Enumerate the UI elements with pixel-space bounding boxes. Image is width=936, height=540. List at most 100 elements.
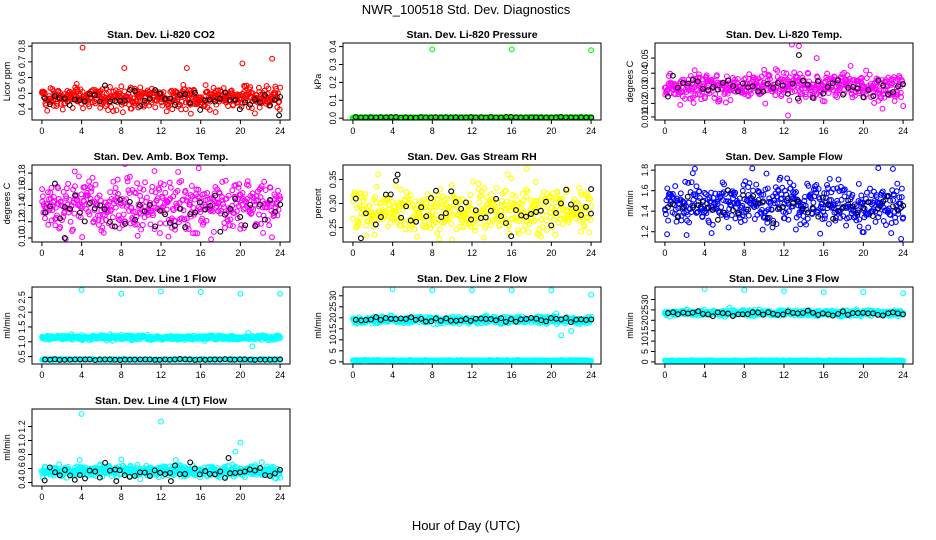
x-tick-label: 16	[196, 370, 206, 380]
data-point	[705, 87, 712, 94]
data-point	[583, 203, 589, 210]
data-point	[81, 98, 88, 105]
data-point	[543, 198, 549, 205]
data-point	[241, 356, 248, 363]
data-point	[44, 107, 51, 114]
data-point	[876, 87, 883, 94]
data-point	[469, 178, 476, 185]
data-point	[866, 71, 873, 78]
x-tick-label: 24	[586, 370, 596, 380]
series-all-samples	[39, 287, 284, 350]
data-point	[437, 226, 443, 233]
panel-3: Stan. Dev. Li-820 Temp.degrees C0 4 8 12 16 2…	[625, 29, 914, 136]
data-point	[69, 104, 76, 111]
panel-title: Stan. Dev. Li-820 CO2	[107, 29, 215, 41]
data-point	[235, 202, 242, 209]
data-point	[97, 202, 104, 209]
data-point	[553, 210, 559, 216]
data-point	[57, 215, 63, 222]
y-tick-label: 0	[328, 359, 338, 364]
data-point	[112, 185, 119, 191]
data-point	[242, 222, 249, 229]
data-point	[532, 198, 539, 205]
data-point	[76, 209, 83, 216]
data-point	[137, 103, 144, 110]
data-point	[53, 214, 60, 221]
data-point	[884, 206, 891, 213]
data-point	[174, 96, 181, 103]
data-point	[472, 224, 479, 231]
y-tick-label: 2.5	[17, 291, 27, 304]
data-point	[745, 206, 751, 213]
data-point	[821, 98, 828, 105]
data-point	[81, 198, 87, 205]
data-point	[810, 199, 817, 206]
data-point	[498, 213, 504, 220]
data-point	[500, 219, 507, 226]
x-tick-label: 20	[235, 370, 245, 380]
data-point	[222, 177, 229, 184]
data-point	[875, 165, 882, 172]
data-point	[262, 187, 269, 194]
data-point	[816, 77, 823, 84]
data-point	[448, 220, 455, 227]
data-point	[245, 182, 252, 189]
data-point	[194, 230, 201, 237]
data-point	[42, 95, 48, 102]
data-point	[48, 184, 55, 191]
data-point	[664, 185, 671, 192]
data-point	[83, 95, 90, 102]
data-point	[501, 213, 508, 220]
data-point	[588, 210, 594, 217]
data-point	[735, 88, 742, 95]
data-point	[809, 204, 816, 211]
data-point	[113, 107, 120, 114]
data-point	[157, 220, 164, 227]
data-point	[501, 188, 508, 195]
data-point	[79, 44, 86, 51]
data-point	[772, 66, 779, 73]
data-point	[727, 97, 734, 103]
data-point	[265, 85, 272, 92]
y-tick-label: 0.10	[17, 229, 27, 247]
data-point	[562, 315, 569, 321]
data-point	[576, 184, 583, 191]
data-point	[558, 200, 564, 207]
data-point	[136, 202, 143, 209]
data-point	[814, 74, 821, 81]
y-tick-label: 0.16	[17, 181, 27, 199]
data-point	[516, 201, 523, 207]
data-point	[581, 223, 588, 230]
data-point	[841, 186, 848, 193]
data-point	[433, 202, 440, 209]
data-point	[815, 185, 822, 192]
data-point	[458, 205, 465, 212]
data-point	[429, 46, 436, 53]
data-point	[434, 230, 441, 237]
data-point	[699, 198, 706, 205]
data-point	[855, 180, 862, 187]
data-point	[46, 203, 53, 210]
data-point	[261, 216, 268, 223]
data-point	[195, 186, 202, 193]
data-point	[165, 233, 172, 240]
data-point	[464, 215, 471, 222]
data-point	[212, 192, 219, 199]
x-tick-label: 16	[196, 126, 206, 136]
series-all-samples	[39, 165, 284, 242]
data-point	[539, 224, 546, 231]
y-axis-label: ml/min	[625, 190, 635, 217]
data-point	[825, 185, 831, 191]
data-point	[704, 204, 711, 211]
y-axis-label: kPa	[313, 74, 323, 90]
data-point	[162, 211, 169, 218]
data-point	[407, 192, 414, 199]
data-point	[783, 70, 790, 77]
data-point	[60, 188, 67, 195]
data-point	[252, 223, 259, 230]
data-point	[398, 186, 404, 193]
data-point	[739, 212, 746, 219]
x-tick-label: 24	[898, 248, 908, 258]
data-point	[784, 90, 791, 97]
